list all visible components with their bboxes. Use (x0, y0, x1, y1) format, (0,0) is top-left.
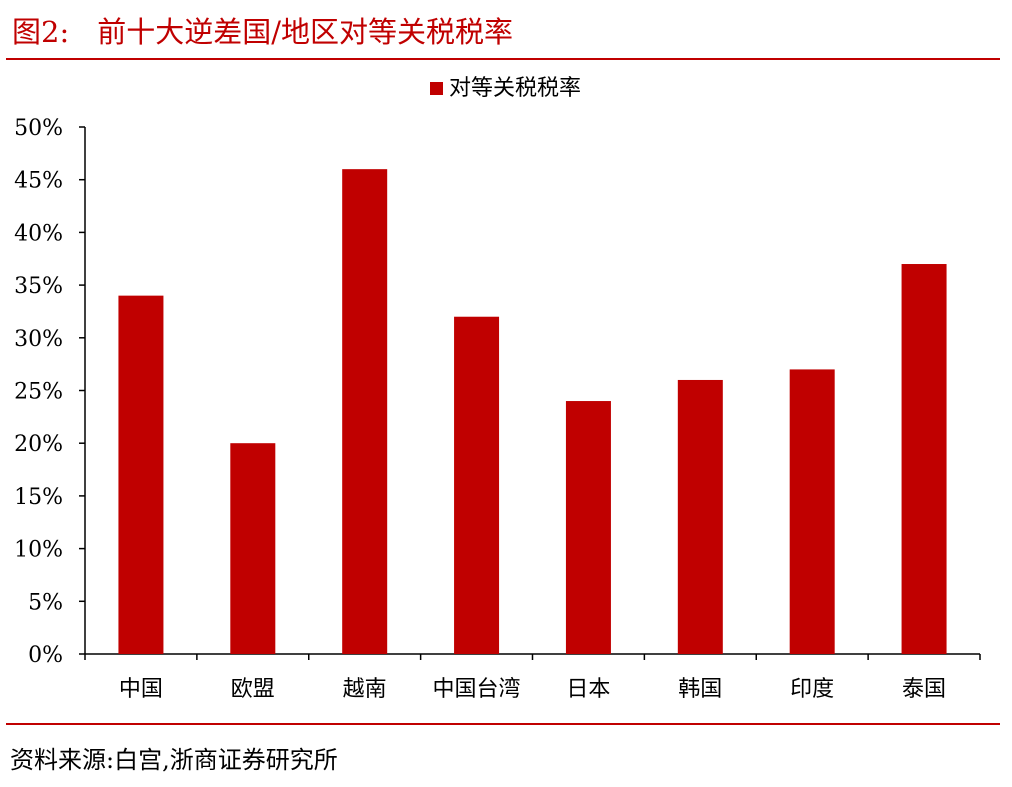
legend-swatch (430, 82, 443, 95)
y-tick-label: 10% (14, 538, 63, 563)
footer-rule (6, 723, 1000, 725)
x-tick-label: 印度 (790, 677, 834, 702)
y-tick-label: 30% (14, 327, 63, 352)
bar-0 (118, 295, 164, 654)
y-tick-label: 50% (14, 116, 63, 141)
bar-chart: 对等关税税率 0% 5% 10% 15% 20% 25% 30% 35% 40% 45% 50% 中国 欧… (14, 76, 981, 702)
y-tick-label: 5% (28, 590, 63, 615)
bar-4 (565, 401, 611, 654)
x-tick-label: 越南 (343, 677, 387, 702)
bar-5 (677, 379, 723, 654)
x-tick-label: 泰国 (902, 677, 946, 702)
legend-label: 对等关税税率 (449, 76, 581, 101)
y-tick-label: 0% (28, 643, 63, 668)
x-tick-label: 中国 (119, 677, 163, 702)
y-tick-label: 40% (14, 221, 63, 246)
y-tick-label: 15% (14, 485, 63, 510)
source-note: 资料来源:白宫,浙商证券研究所 (10, 746, 338, 774)
y-tick-label: 45% (14, 169, 63, 194)
y-tick-label: 20% (14, 432, 63, 457)
x-tick-label: 欧盟 (231, 677, 275, 702)
bar-2 (342, 169, 388, 654)
bar-1 (230, 443, 276, 654)
header-rule (6, 58, 1000, 60)
figure-title: 前十大逆差国/地区对等关税税率 (97, 15, 514, 49)
y-tick-label: 35% (14, 274, 63, 299)
x-tick-label: 韩国 (678, 677, 722, 702)
figure-label: 图2: (12, 15, 70, 49)
bar-3 (454, 316, 500, 654)
figure-header: 图2: 前十大逆差国/地区对等关税税率 (12, 6, 513, 54)
bar-7 (901, 264, 947, 654)
bar-6 (789, 369, 835, 654)
x-tick-label: 日本 (566, 677, 610, 702)
y-tick-label: 25% (14, 380, 63, 405)
x-tick-label: 中国台湾 (433, 677, 521, 702)
